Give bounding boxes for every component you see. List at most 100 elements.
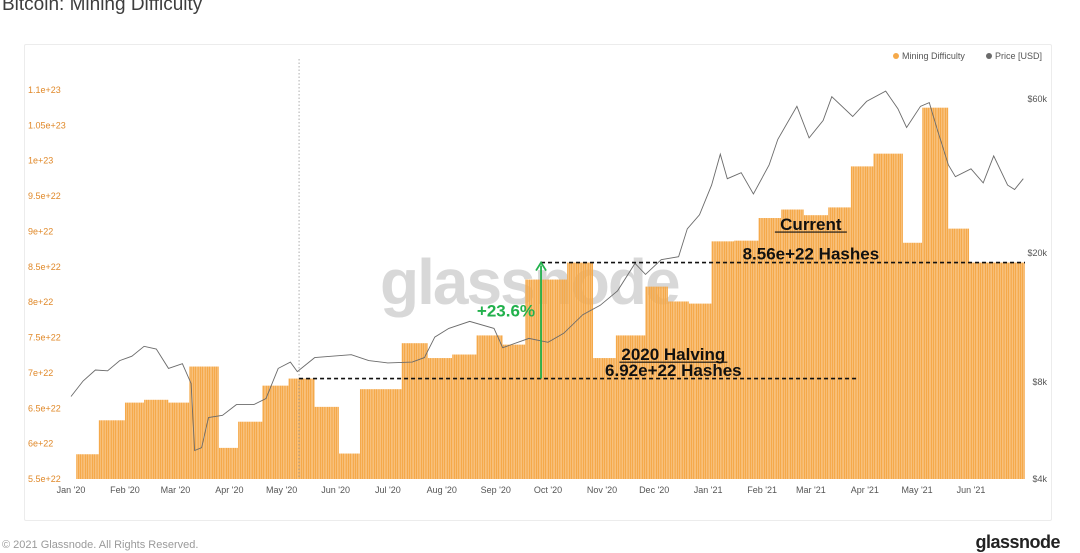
difficulty-bar-slice — [624, 335, 627, 479]
difficulty-bar-slice — [527, 279, 529, 479]
difficulty-bar-slice — [382, 389, 385, 479]
difficulty-bar-slice — [86, 454, 89, 479]
difficulty-bar-slice — [260, 421, 263, 479]
x-axis-tick-label: Mar '21 — [796, 485, 826, 495]
difficulty-bar-slice — [716, 241, 719, 479]
difficulty-bar-slice — [128, 402, 130, 479]
difficulty-bar-slice — [894, 153, 896, 479]
difficulty-bar-slice — [556, 279, 559, 479]
difficulty-bar-slice — [763, 218, 766, 479]
difficulty-bar-slice — [957, 228, 959, 479]
difficulty-bar-slice — [642, 335, 644, 479]
difficulty-bar-slice — [98, 420, 101, 479]
difficulty-bar-slice — [588, 262, 590, 479]
difficulty-bar-slice — [297, 378, 299, 479]
difficulty-bar-slice — [507, 344, 510, 479]
difficulty-bar-slice — [180, 402, 183, 479]
difficulty-bar-slice — [715, 241, 717, 479]
difficulty-bar-slice — [184, 402, 186, 479]
difficulty-bar-slice — [929, 107, 931, 480]
difficulty-bars — [76, 107, 1025, 480]
difficulty-bar-slice — [424, 343, 426, 479]
difficulty-bar-slice — [843, 207, 846, 479]
difficulty-bar-slice — [756, 240, 759, 479]
difficulty-bar — [168, 402, 190, 479]
difficulty-bar-slice — [810, 215, 813, 479]
difficulty-bar-slice — [809, 215, 811, 479]
difficulty-bar-slice — [568, 262, 571, 479]
difficulty-bar-slice — [250, 421, 252, 479]
difficulty-bar-slice — [628, 335, 630, 479]
legend-label-price[interactable]: Price [USD] — [995, 51, 1042, 61]
difficulty-bar-slice — [669, 301, 672, 479]
difficulty-bar — [948, 228, 970, 479]
difficulty-bar-slice — [349, 453, 352, 479]
difficulty-bar-slice — [323, 406, 325, 479]
difficulty-bar-slice — [699, 303, 701, 479]
difficulty-bar — [262, 385, 289, 479]
x-axis-tick-label: Feb '20 — [110, 485, 140, 495]
difficulty-bar — [476, 335, 503, 479]
difficulty-bar-slice — [312, 378, 315, 479]
difficulty-bar-slice — [1012, 262, 1015, 479]
difficulty-bar-slice — [803, 215, 806, 479]
difficulty-bar-slice — [635, 335, 637, 479]
difficulty-bar-slice — [852, 166, 855, 479]
difficulty-bar-slice — [621, 335, 623, 479]
difficulty-bar-slice — [473, 354, 475, 479]
difficulty-bar — [401, 343, 428, 479]
difficulty-bar-slice — [561, 279, 564, 479]
difficulty-bar-slice — [1016, 262, 1018, 479]
difficulty-bar-slice — [826, 215, 829, 479]
difficulty-bar — [314, 406, 339, 479]
difficulty-bar-slice — [109, 420, 111, 479]
difficulty-bar-slice — [1023, 262, 1025, 479]
difficulty-bar-slice — [365, 389, 367, 479]
difficulty-bar-slice — [405, 343, 407, 479]
difficulty-bar-slice — [788, 209, 790, 479]
difficulty-bar-slice — [774, 218, 776, 479]
difficulty-bar-slice — [406, 343, 409, 479]
left-axis-tick-label: 8.5e+22 — [28, 262, 61, 272]
difficulty-bar-slice — [984, 262, 987, 479]
difficulty-bar-slice — [542, 279, 545, 479]
difficulty-bar-slice — [629, 335, 632, 479]
legend-label-difficulty[interactable]: Mining Difficulty — [902, 51, 965, 61]
difficulty-bar-slice — [769, 218, 771, 479]
difficulty-bar-slice — [917, 242, 919, 479]
difficulty-bar-slice — [796, 209, 799, 479]
difficulty-bar-slice — [192, 366, 195, 479]
difficulty-bar-slice — [232, 447, 235, 479]
difficulty-bar-slice — [631, 335, 634, 479]
difficulty-bar-slice — [262, 385, 264, 479]
difficulty-bar-slice — [100, 420, 103, 479]
difficulty-bar-slice — [375, 389, 378, 479]
difficulty-bar-slice — [586, 262, 588, 479]
difficulty-bar-slice — [856, 166, 858, 479]
difficulty-bar-slice — [633, 335, 635, 479]
difficulty-bar-slice — [781, 209, 783, 479]
difficulty-bar-slice — [548, 279, 550, 479]
difficulty-bar-slice — [93, 454, 96, 479]
difficulty-bar-slice — [198, 366, 200, 479]
difficulty-bar-slice — [252, 421, 254, 479]
difficulty-bar-slice — [255, 421, 258, 479]
difficulty-bar-slice — [694, 303, 696, 479]
difficulty-bar-slice — [483, 335, 486, 479]
difficulty-bar-slice — [655, 286, 658, 479]
difficulty-bar-slice — [991, 262, 994, 479]
difficulty-bar-slice — [212, 366, 214, 479]
difficulty-bar-slice — [871, 166, 874, 479]
difficulty-bar-slice — [464, 354, 466, 479]
difficulty-bar-slice — [372, 389, 374, 479]
difficulty-bar — [189, 366, 219, 479]
difficulty-bar-slice — [225, 447, 228, 479]
difficulty-bar-slice — [173, 402, 176, 479]
increase-percent-label: +23.6% — [477, 301, 535, 320]
difficulty-bar-slice — [824, 215, 827, 479]
difficulty-bar-slice — [730, 241, 733, 479]
difficulty-bar-slice — [800, 209, 802, 479]
difficulty-bar-slice — [708, 303, 710, 479]
right-axis-tick-label: $20k — [1027, 248, 1047, 258]
difficulty-bar-slice — [577, 262, 580, 479]
